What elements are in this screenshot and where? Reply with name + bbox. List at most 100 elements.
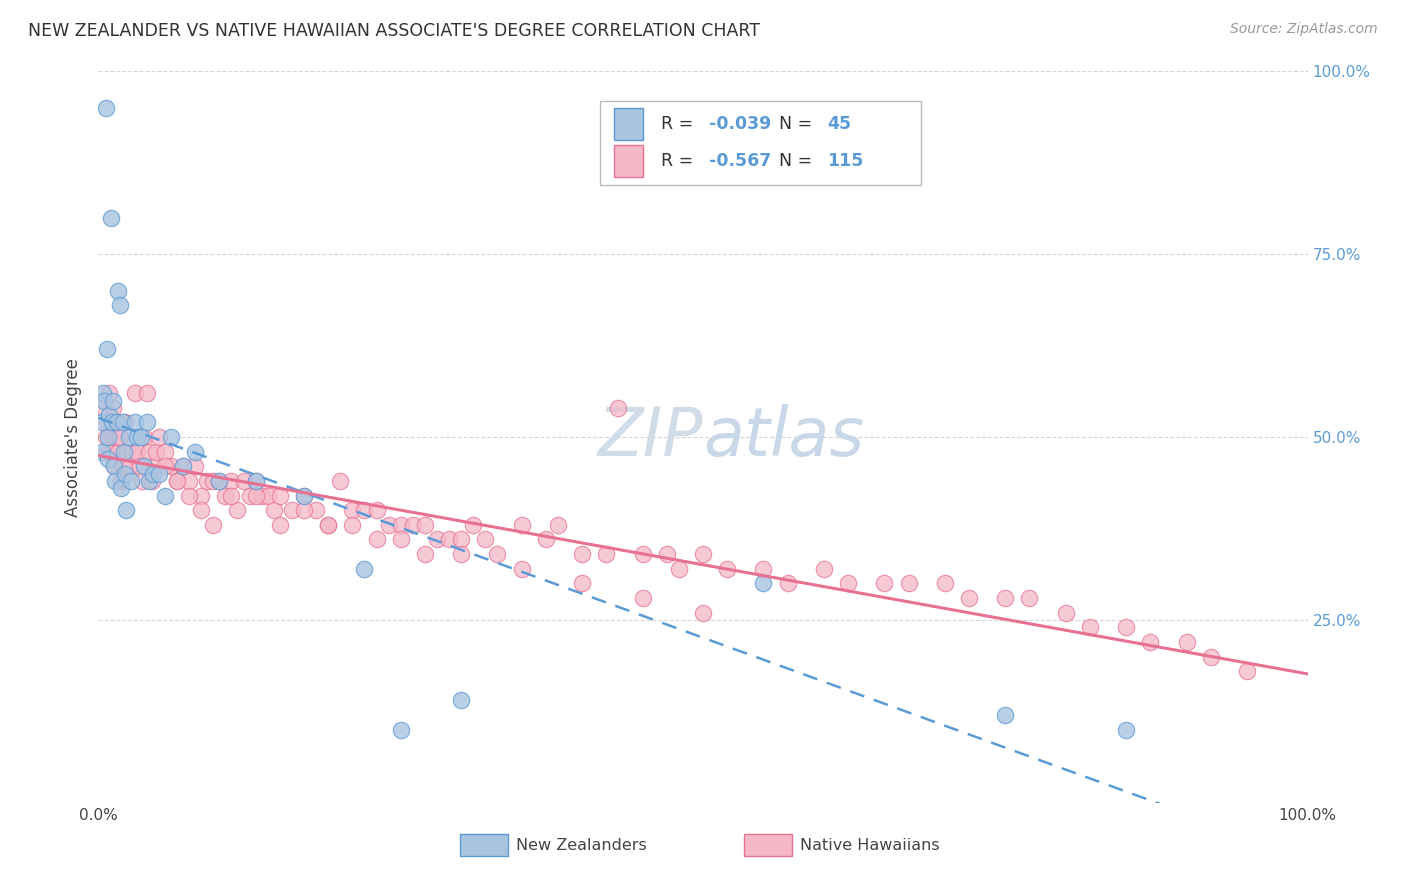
Point — [232, 474, 254, 488]
Point — [752, 576, 775, 591]
Point — [124, 386, 146, 401]
Point — [668, 562, 690, 576]
Point — [366, 533, 388, 547]
Point — [101, 401, 124, 415]
Point — [353, 562, 375, 576]
Point — [91, 444, 114, 458]
Point — [269, 517, 291, 532]
Point — [115, 503, 138, 517]
Point — [226, 503, 249, 517]
FancyBboxPatch shape — [460, 834, 509, 856]
Point — [100, 444, 122, 458]
Point — [135, 386, 157, 401]
Point — [292, 489, 315, 503]
Point — [114, 467, 136, 481]
Point — [105, 416, 128, 430]
Point — [104, 474, 127, 488]
Point — [402, 517, 425, 532]
Point — [148, 430, 170, 444]
Point — [91, 416, 114, 430]
Point — [143, 459, 166, 474]
Point — [179, 489, 201, 503]
Point — [463, 517, 485, 532]
Text: NEW ZEALANDER VS NATIVE HAWAIIAN ASSOCIATE'S DEGREE CORRELATION CHART: NEW ZEALANDER VS NATIVE HAWAIIAN ASSOCIA… — [28, 22, 761, 40]
Point — [813, 562, 835, 576]
Point — [142, 467, 165, 481]
Point — [129, 430, 152, 444]
Point — [342, 503, 364, 517]
Point — [934, 576, 956, 591]
FancyBboxPatch shape — [613, 108, 643, 140]
Point — [292, 489, 315, 503]
Point — [450, 693, 472, 707]
Point — [281, 503, 304, 517]
Point — [437, 533, 460, 547]
Point — [96, 444, 118, 458]
Point — [160, 430, 183, 444]
Point — [1018, 591, 1040, 605]
Point — [413, 547, 436, 561]
Point — [202, 474, 225, 488]
Point — [124, 416, 146, 430]
Point — [214, 489, 236, 503]
Point — [153, 444, 176, 458]
Point — [474, 533, 496, 547]
Point — [994, 591, 1017, 605]
Point — [1054, 606, 1077, 620]
Point — [100, 211, 122, 225]
Point — [101, 393, 124, 408]
Text: 45: 45 — [828, 115, 852, 133]
Point — [426, 533, 449, 547]
Point — [145, 444, 167, 458]
Point — [413, 517, 436, 532]
Point — [1139, 635, 1161, 649]
Point — [292, 503, 315, 517]
Point — [103, 459, 125, 474]
Point — [93, 401, 115, 415]
Point — [263, 503, 285, 517]
Point — [100, 430, 122, 444]
Point — [547, 517, 569, 532]
Point — [245, 474, 267, 488]
Point — [105, 416, 128, 430]
Point — [108, 298, 131, 312]
Point — [450, 547, 472, 561]
Point — [1236, 664, 1258, 678]
Text: atlas: atlas — [703, 404, 865, 470]
Point — [166, 474, 188, 488]
Point — [97, 430, 120, 444]
Point — [91, 386, 114, 401]
Point — [111, 416, 134, 430]
Point — [184, 444, 207, 458]
Text: N =: N = — [779, 153, 818, 170]
Point — [957, 591, 980, 605]
Point — [190, 503, 212, 517]
Point — [305, 503, 328, 517]
Point — [486, 547, 509, 561]
Point — [202, 517, 225, 532]
Point — [221, 489, 243, 503]
Point — [153, 459, 176, 474]
Point — [366, 503, 388, 517]
Point — [716, 562, 738, 576]
Point — [93, 393, 115, 408]
Point — [96, 343, 118, 357]
FancyBboxPatch shape — [600, 101, 921, 185]
Text: -0.567: -0.567 — [709, 153, 772, 170]
Point — [692, 547, 714, 561]
Point — [153, 489, 176, 503]
Point — [1078, 620, 1101, 634]
Point — [112, 444, 135, 458]
Point — [776, 576, 799, 591]
Point — [100, 416, 122, 430]
Point — [118, 459, 141, 474]
Point — [141, 474, 163, 488]
Y-axis label: Associate's Degree: Associate's Degree — [65, 358, 83, 516]
Point — [166, 474, 188, 488]
Point — [127, 430, 149, 444]
Text: R =: R = — [661, 115, 699, 133]
Point — [108, 430, 131, 444]
Point — [256, 489, 278, 503]
Point — [121, 444, 143, 458]
Point — [128, 459, 150, 474]
